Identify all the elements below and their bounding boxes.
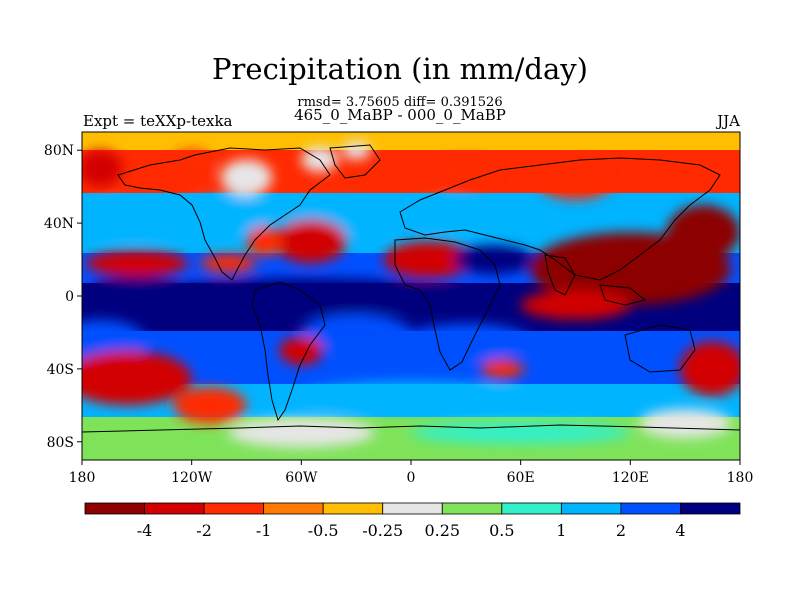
- colorbar-label: 0.5: [489, 521, 514, 540]
- colorbar-swatch: [501, 502, 562, 515]
- colorbar-label: 1: [556, 521, 566, 540]
- page-title: Precipitation (in mm/day): [212, 52, 588, 86]
- lon-label: 60W: [285, 470, 318, 486]
- precip-blob: [136, 277, 466, 315]
- colorbar-label: -4: [137, 521, 153, 540]
- precip-blob: [666, 204, 740, 260]
- lat-label: 40S: [47, 362, 74, 378]
- precip-anomaly-blobs: [82, 141, 740, 448]
- colorbar-swatch: [560, 502, 622, 515]
- precip-blob: [679, 341, 740, 397]
- precip-blob: [538, 166, 613, 200]
- colorbar-label: -0.5: [308, 521, 339, 540]
- lon-label: 60E: [507, 470, 535, 486]
- precip-blob: [453, 244, 534, 275]
- colorbar-label: -1: [256, 521, 272, 540]
- precip-blob: [432, 157, 499, 187]
- stats-label: rmsd= 3.75605 diff= 0.391526: [297, 95, 503, 110]
- lon-label: 120E: [612, 470, 649, 486]
- precip-blob: [520, 290, 631, 320]
- colorbar-swatch: [84, 502, 145, 515]
- lat-label: 80S: [47, 435, 74, 451]
- precip-blob: [411, 421, 631, 444]
- colorbar-label: 4: [675, 521, 685, 540]
- band-antarctic: [82, 417, 740, 460]
- precip-blob: [383, 241, 475, 278]
- colorbar-swatch: [441, 502, 503, 515]
- colorbar-label: 2: [616, 521, 626, 540]
- precip-blob: [82, 201, 201, 238]
- precip-blob: [639, 408, 731, 439]
- colorbar: -4 -2 -1 -0.5 -0.25 0.25 0.5 1 2 4: [84, 502, 741, 540]
- colorbar-swatch: [680, 502, 741, 515]
- precip-field: [82, 132, 740, 460]
- precip-blob: [401, 323, 530, 360]
- precip-blob: [85, 250, 189, 276]
- precip-blob: [279, 336, 324, 366]
- precip-blob: [246, 226, 284, 256]
- colorbar-label: 0.25: [424, 521, 460, 540]
- precip-blob: [169, 150, 214, 180]
- precip-blob: [173, 387, 247, 424]
- colorbar-swatch: [263, 502, 324, 515]
- precip-blob: [411, 199, 485, 229]
- precip-blob: [220, 159, 273, 196]
- colorbar-swatch: [322, 502, 384, 515]
- precip-blob: [301, 314, 411, 351]
- precip-blob: [273, 219, 348, 264]
- lat-label: 40N: [44, 216, 74, 232]
- lon-label: 0: [407, 470, 416, 486]
- colorbar-label: -2: [196, 521, 212, 540]
- coastline-outline: [82, 144, 740, 433]
- precip-blob: [182, 195, 274, 233]
- latitude-axis: 80N 40N 0 40S 80S: [44, 143, 82, 451]
- colorbar-swatch: [144, 502, 205, 515]
- precip-blob: [82, 350, 192, 406]
- lon-label: 180: [727, 470, 754, 486]
- precip-blob: [480, 359, 525, 378]
- precip-blob: [82, 150, 123, 187]
- lon-label: 180: [69, 470, 96, 486]
- precip-blob: [200, 254, 256, 273]
- lon-label: 120W: [171, 470, 213, 486]
- experiment-label: Expt = teXXp-texka: [83, 112, 233, 130]
- precip-blob: [228, 418, 375, 448]
- season-label: JJA: [717, 112, 740, 130]
- colorbar-swatch: [203, 502, 265, 515]
- precip-blob: [301, 381, 521, 411]
- difference-label: 465_0_MaBP - 000_0_MaBP: [294, 106, 506, 124]
- colorbar-swatch: [382, 502, 443, 515]
- colorbar-label: -0.25: [362, 521, 403, 540]
- precip-blob: [341, 141, 371, 160]
- lat-label: 0: [65, 289, 74, 305]
- colorbar-swatch: [620, 502, 681, 515]
- lat-label: 80N: [44, 143, 74, 159]
- longitude-axis: 180 120W 60W 0 60E 120E 180: [69, 460, 754, 486]
- band-arctic: [82, 132, 740, 152]
